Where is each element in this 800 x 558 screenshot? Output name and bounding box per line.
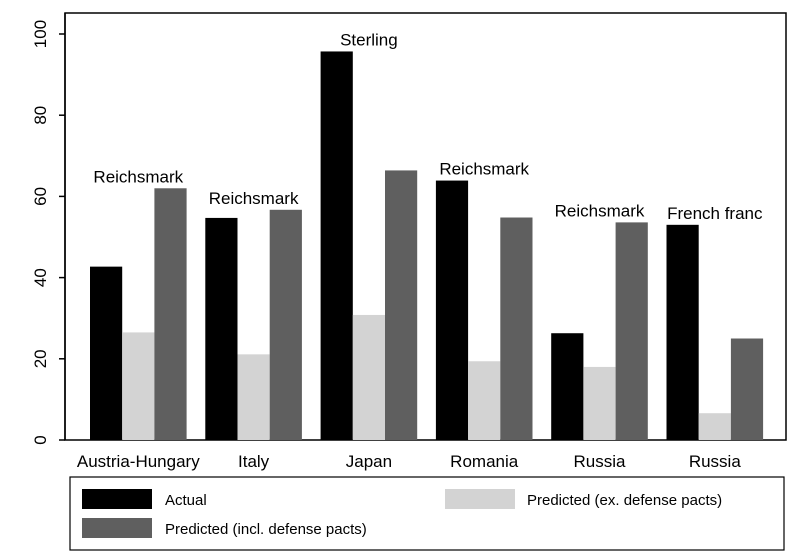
category-label: Russia	[689, 452, 742, 471]
bar-predicted-ex	[583, 366, 616, 440]
bar-annotation-label: Reichsmark	[555, 201, 645, 220]
category-labels: Austria-Hungary Italy Japan Romania Russia Ru…	[77, 452, 741, 471]
category-label: Japan	[346, 452, 392, 471]
bar-actual	[205, 217, 238, 440]
legend-box	[69, 476, 785, 551]
legend-label-predicted-incl: Predicted (incl. defense pacts)	[165, 521, 367, 538]
bar-annotation-label: Reichsmark	[439, 160, 529, 179]
category-label: Romania	[450, 452, 519, 471]
bar-predicted-ex	[237, 354, 270, 440]
y-tick-label: 100	[31, 20, 50, 48]
bar-predicted-incl	[730, 338, 764, 440]
category-label: Russia	[574, 452, 627, 471]
bar-predicted-ex	[468, 361, 501, 440]
legend-label-actual: Actual	[165, 492, 207, 509]
y-axis: 0 20 40 60 80 100	[31, 20, 65, 445]
category-label: Austria-Hungary	[77, 452, 200, 471]
bar-predicted-ex	[352, 314, 385, 440]
bar-predicted-incl	[385, 170, 418, 440]
y-tick-label: 80	[31, 106, 50, 125]
bar-predicted-ex	[698, 413, 731, 440]
legend-swatch-predicted-ex	[445, 489, 515, 509]
bar-predicted-ex	[122, 332, 155, 440]
bar-annotation-label: Reichsmark	[209, 189, 299, 208]
bar-annotation-label: French franc	[667, 204, 763, 223]
bars-group	[90, 51, 764, 441]
y-tick-label: 0	[31, 435, 50, 444]
bar-actual	[320, 51, 353, 440]
bar-predicted-incl	[269, 209, 302, 440]
legend-swatch-actual	[82, 489, 152, 509]
category-label: Italy	[238, 452, 270, 471]
legend-label-predicted-ex: Predicted (ex. defense pacts)	[527, 492, 722, 509]
legend: Actual Predicted (ex. defense pacts) Pre…	[69, 476, 785, 551]
bar-predicted-incl	[154, 188, 187, 440]
y-tick-label: 20	[31, 349, 50, 368]
bar-actual	[435, 180, 469, 441]
bar-actual	[90, 266, 123, 440]
bar-annotations: Reichsmark Reichsmark Sterling Reichsmark Re…	[93, 30, 763, 222]
bar-annotation-label: Sterling	[340, 30, 398, 49]
bar-actual	[551, 333, 584, 440]
y-tick-label: 60	[31, 187, 50, 206]
legend-swatch-predicted-incl	[82, 518, 152, 538]
bar-predicted-incl	[615, 222, 648, 440]
bar-actual	[666, 224, 699, 440]
y-tick-label: 40	[31, 268, 50, 287]
bar-annotation-label: Reichsmark	[93, 167, 183, 186]
bar-predicted-incl	[500, 217, 533, 440]
